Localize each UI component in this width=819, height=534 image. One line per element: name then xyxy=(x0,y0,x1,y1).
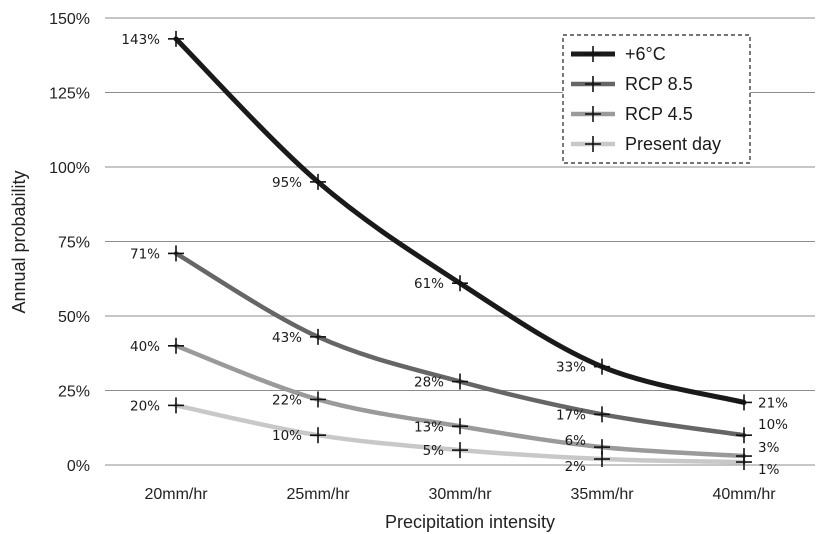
x-tick-label: 35mm/hr xyxy=(570,486,634,503)
data-point xyxy=(736,427,752,444)
legend-entry: Present day xyxy=(571,134,721,154)
data-point xyxy=(452,275,468,292)
data-label: 95% xyxy=(272,175,302,191)
data-label: 10% xyxy=(758,417,788,433)
data-label: 28% xyxy=(414,375,444,391)
legend-label: RCP 4.5 xyxy=(625,104,693,124)
legend-entry: RCP 8.5 xyxy=(571,74,693,94)
data-label: 1% xyxy=(758,462,780,478)
data-label: 2% xyxy=(565,459,587,475)
data-point xyxy=(594,406,610,423)
y-tick-label: 150% xyxy=(49,11,90,28)
data-label: 71% xyxy=(130,246,160,262)
series-line xyxy=(173,343,747,459)
y-axis-title: Annual probability xyxy=(9,170,29,313)
y-tick-label: 50% xyxy=(58,309,90,326)
axes: 0% 25% 50% 75% 100% 125% 150% 20mm/hr 25mm/hr 30m… xyxy=(49,11,815,503)
data-point xyxy=(310,427,326,444)
x-tick-label: 20mm/hr xyxy=(144,486,208,503)
data-label: 6% xyxy=(565,433,587,449)
y-tick-label: 75% xyxy=(58,235,90,252)
data-label: 3% xyxy=(758,440,780,456)
data-point xyxy=(310,173,326,190)
x-axis-title: Precipitation intensity xyxy=(385,512,555,532)
y-tick-label: 100% xyxy=(49,160,90,177)
data-point xyxy=(168,397,184,414)
data-point xyxy=(736,448,752,465)
y-tick-label: 25% xyxy=(58,384,90,401)
legend-entry: RCP 4.5 xyxy=(571,104,693,124)
data-labels: 143% 95% 61% 33% 21% 71% 43% 28% 17% 10% 40% 22% 13%… xyxy=(121,32,788,478)
data-point xyxy=(168,30,184,47)
data-label: 10% xyxy=(272,428,302,444)
data-point xyxy=(452,418,468,435)
data-point xyxy=(452,373,468,390)
series-line xyxy=(173,36,747,405)
x-tick-label: 25mm/hr xyxy=(286,486,350,503)
x-tick-label: 40mm/hr xyxy=(712,486,776,503)
series-lines xyxy=(168,30,752,471)
legend-label: RCP 8.5 xyxy=(625,74,693,94)
data-point xyxy=(310,391,326,408)
x-tick-label: 30mm/hr xyxy=(428,486,492,503)
legend-label: +6°C xyxy=(625,44,666,64)
y-tick-label: 125% xyxy=(49,86,90,103)
data-label: 21% xyxy=(758,395,788,411)
data-label: 43% xyxy=(272,330,302,346)
data-label: 33% xyxy=(556,360,586,376)
data-label: 61% xyxy=(414,276,444,292)
data-point xyxy=(594,439,610,456)
data-point xyxy=(168,245,184,262)
data-point xyxy=(594,358,610,375)
data-label: 143% xyxy=(121,32,160,48)
data-label: 17% xyxy=(556,407,586,423)
legend-entry: +6°C xyxy=(571,44,666,64)
data-point xyxy=(310,328,326,345)
data-point xyxy=(168,337,184,354)
data-point xyxy=(452,442,468,459)
data-point xyxy=(736,394,752,411)
data-label: 13% xyxy=(414,419,444,435)
y-tick-label: 0% xyxy=(67,458,90,475)
data-label: 20% xyxy=(130,398,160,414)
legend: +6°C RCP 8.5 RCP 4.5 Present day xyxy=(562,34,751,164)
data-label: 22% xyxy=(272,392,302,408)
data-label: 40% xyxy=(130,339,160,355)
data-label: 5% xyxy=(423,443,445,459)
legend-label: Present day xyxy=(625,134,721,154)
